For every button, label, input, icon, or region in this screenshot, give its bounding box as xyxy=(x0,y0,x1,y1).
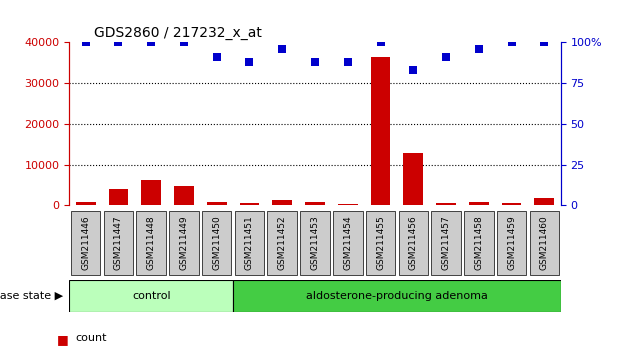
FancyBboxPatch shape xyxy=(137,211,166,275)
Text: GSM211456: GSM211456 xyxy=(409,215,418,270)
Point xyxy=(113,40,123,45)
Point xyxy=(408,67,418,73)
FancyBboxPatch shape xyxy=(497,211,526,275)
Bar xyxy=(239,203,260,205)
Text: GSM211454: GSM211454 xyxy=(343,215,352,270)
Bar xyxy=(174,186,194,205)
Text: GSM211455: GSM211455 xyxy=(376,215,385,270)
Bar xyxy=(108,189,129,205)
FancyBboxPatch shape xyxy=(71,211,100,275)
FancyBboxPatch shape xyxy=(333,211,362,275)
Text: control: control xyxy=(132,291,171,301)
FancyBboxPatch shape xyxy=(464,211,493,275)
Bar xyxy=(469,202,489,205)
Bar xyxy=(534,198,554,205)
Point xyxy=(81,40,91,45)
FancyBboxPatch shape xyxy=(169,211,198,275)
Point xyxy=(310,59,320,65)
FancyBboxPatch shape xyxy=(233,280,561,312)
Text: disease state ▶: disease state ▶ xyxy=(0,291,63,301)
Text: GSM211447: GSM211447 xyxy=(114,215,123,270)
Text: count: count xyxy=(76,333,107,343)
Point xyxy=(375,40,386,45)
FancyBboxPatch shape xyxy=(432,211,461,275)
FancyBboxPatch shape xyxy=(301,211,329,275)
Point xyxy=(507,40,517,45)
FancyBboxPatch shape xyxy=(202,211,231,275)
Bar xyxy=(76,202,96,205)
Bar xyxy=(370,57,391,205)
Point xyxy=(244,59,255,65)
Text: GSM211453: GSM211453 xyxy=(311,215,319,270)
FancyBboxPatch shape xyxy=(366,211,395,275)
Text: GSM211459: GSM211459 xyxy=(507,215,516,270)
Text: GSM211460: GSM211460 xyxy=(540,215,549,270)
Text: GSM211446: GSM211446 xyxy=(81,215,90,270)
Point xyxy=(146,40,156,45)
FancyBboxPatch shape xyxy=(235,211,264,275)
Point xyxy=(539,40,549,45)
Point xyxy=(441,54,451,60)
FancyBboxPatch shape xyxy=(268,211,297,275)
Bar xyxy=(501,203,522,205)
Text: GSM211451: GSM211451 xyxy=(245,215,254,270)
Point xyxy=(474,46,484,52)
Text: GSM211458: GSM211458 xyxy=(474,215,483,270)
FancyBboxPatch shape xyxy=(530,211,559,275)
Text: GSM211448: GSM211448 xyxy=(147,215,156,270)
Text: GSM211452: GSM211452 xyxy=(278,215,287,270)
Bar xyxy=(403,153,423,205)
Point xyxy=(277,46,287,52)
Text: GDS2860 / 217232_x_at: GDS2860 / 217232_x_at xyxy=(94,26,261,40)
Point xyxy=(343,59,353,65)
Text: GSM211449: GSM211449 xyxy=(180,215,188,270)
FancyBboxPatch shape xyxy=(104,211,133,275)
Bar xyxy=(207,202,227,205)
FancyBboxPatch shape xyxy=(69,280,233,312)
Text: GSM211457: GSM211457 xyxy=(442,215,450,270)
Bar xyxy=(272,200,292,205)
Bar xyxy=(141,180,161,205)
Bar xyxy=(338,204,358,205)
Bar xyxy=(305,202,325,205)
Text: aldosterone-producing adenoma: aldosterone-producing adenoma xyxy=(306,291,488,301)
Bar xyxy=(436,203,456,205)
FancyBboxPatch shape xyxy=(399,211,428,275)
Text: ■: ■ xyxy=(57,333,69,346)
Point xyxy=(179,40,189,45)
Text: GSM211450: GSM211450 xyxy=(212,215,221,270)
Point xyxy=(212,54,222,60)
